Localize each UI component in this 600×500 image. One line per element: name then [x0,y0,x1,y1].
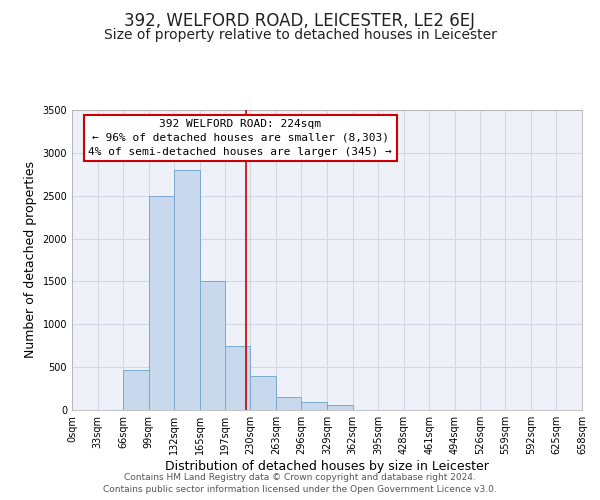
Bar [327,405,353,410]
Bar [149,196,175,410]
Y-axis label: Number of detached properties: Number of detached properties [24,162,37,358]
Text: Contains HM Land Registry data © Crown copyright and database right 2024.: Contains HM Land Registry data © Crown c… [124,472,476,482]
Text: Size of property relative to detached houses in Leicester: Size of property relative to detached ho… [104,28,496,42]
Bar [224,346,250,410]
Text: Contains public sector information licensed under the Open Government Licence v3: Contains public sector information licen… [103,485,497,494]
Text: 392 WELFORD ROAD: 224sqm
← 96% of detached houses are smaller (8,303)
4% of semi: 392 WELFORD ROAD: 224sqm ← 96% of detach… [88,119,392,157]
Bar [123,370,149,410]
Bar [250,376,276,410]
Text: 392, WELFORD ROAD, LEICESTER, LE2 6EJ: 392, WELFORD ROAD, LEICESTER, LE2 6EJ [125,12,476,30]
Bar [175,170,200,410]
Bar [200,282,224,410]
X-axis label: Distribution of detached houses by size in Leicester: Distribution of detached houses by size … [165,460,489,473]
Bar [301,402,327,410]
Bar [276,397,301,410]
